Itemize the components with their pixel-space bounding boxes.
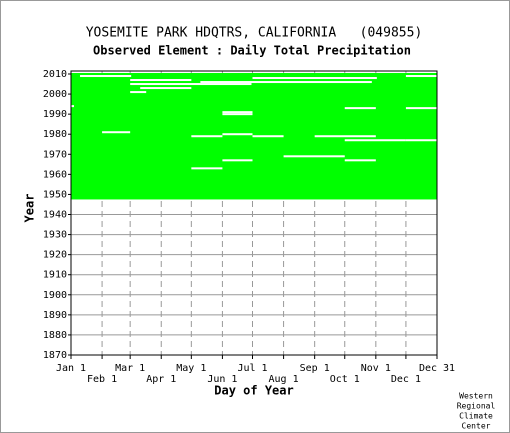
- x-tick-label: Mar 1: [115, 363, 145, 374]
- y-tick-label: 1880: [43, 330, 67, 341]
- x-tick-label: Dec 1: [391, 374, 421, 385]
- y-tick-label: 1960: [43, 169, 67, 180]
- credit: Western: [459, 392, 493, 401]
- y-tick-label: 1910: [43, 270, 67, 281]
- data-gap: [200, 81, 372, 84]
- x-tick-label: Jan 1: [56, 363, 86, 374]
- data-gap: [130, 91, 147, 94]
- data-gap: [283, 155, 345, 158]
- data-gap: [191, 167, 223, 170]
- y-tick-label: 1950: [43, 189, 67, 200]
- data-gap: [71, 105, 75, 108]
- data-gap: [140, 87, 192, 90]
- data-gap: [405, 107, 437, 110]
- data-gap: [344, 139, 406, 142]
- x-tick-label: Jun 1: [207, 374, 237, 385]
- data-gap: [80, 75, 132, 78]
- data-gap: [405, 75, 437, 78]
- data-gap: [222, 113, 253, 116]
- x-tick-label: Oct 1: [330, 374, 360, 385]
- credit: Center: [462, 422, 491, 431]
- data-gap: [252, 77, 377, 80]
- y-tick-label: 2010: [43, 69, 67, 80]
- data-gap: [405, 139, 437, 142]
- plot-border: [70, 70, 438, 356]
- x-tick-label: Sep 1: [300, 363, 330, 374]
- y-tick-label: 1970: [43, 149, 67, 160]
- y-tick-label: 1920: [43, 250, 67, 261]
- y-tick-label: 1940: [43, 210, 67, 221]
- y-tick-label: 1930: [43, 230, 67, 241]
- data-gap: [191, 135, 223, 138]
- x-tick-label: Jul 1: [237, 363, 267, 374]
- x-tick-label: Apr 1: [146, 374, 176, 385]
- data-gap: [222, 159, 253, 162]
- x-tick-label: Dec 31: [419, 363, 455, 374]
- x-tick-label: May 1: [176, 363, 206, 374]
- data-gap: [252, 135, 284, 138]
- data-gap: [130, 79, 192, 82]
- y-tick-label: 1870: [43, 350, 67, 361]
- credit: Regional: [457, 402, 496, 411]
- x-tick-label: Feb 1: [87, 374, 117, 385]
- x-tick-label: Nov 1: [361, 363, 391, 374]
- chart-subtitle: Observed Element : Daily Total Precipita…: [93, 44, 411, 58]
- y-tick-label: 1990: [43, 109, 67, 120]
- data-gap: [222, 133, 253, 136]
- data-gap: [314, 135, 376, 138]
- data-gap: [222, 111, 253, 114]
- x-axis-label: Day of Year: [214, 384, 293, 398]
- y-tick-label: 1900: [43, 290, 67, 301]
- data-gap: [344, 159, 376, 162]
- y-tick-label: 1890: [43, 310, 67, 321]
- data-gap: [130, 83, 252, 86]
- credit: Climate: [459, 412, 493, 421]
- y-axis-label: Year: [23, 194, 37, 223]
- y-tick-label: 2000: [43, 89, 67, 100]
- data-gap: [344, 107, 376, 110]
- x-tick-label: Aug 1: [269, 374, 299, 385]
- y-tick-label: 1980: [43, 129, 67, 140]
- chart-title: YOSEMITE PARK HDQTRS, CALIFORNIA (049855…: [86, 26, 423, 41]
- data-gap: [102, 131, 131, 134]
